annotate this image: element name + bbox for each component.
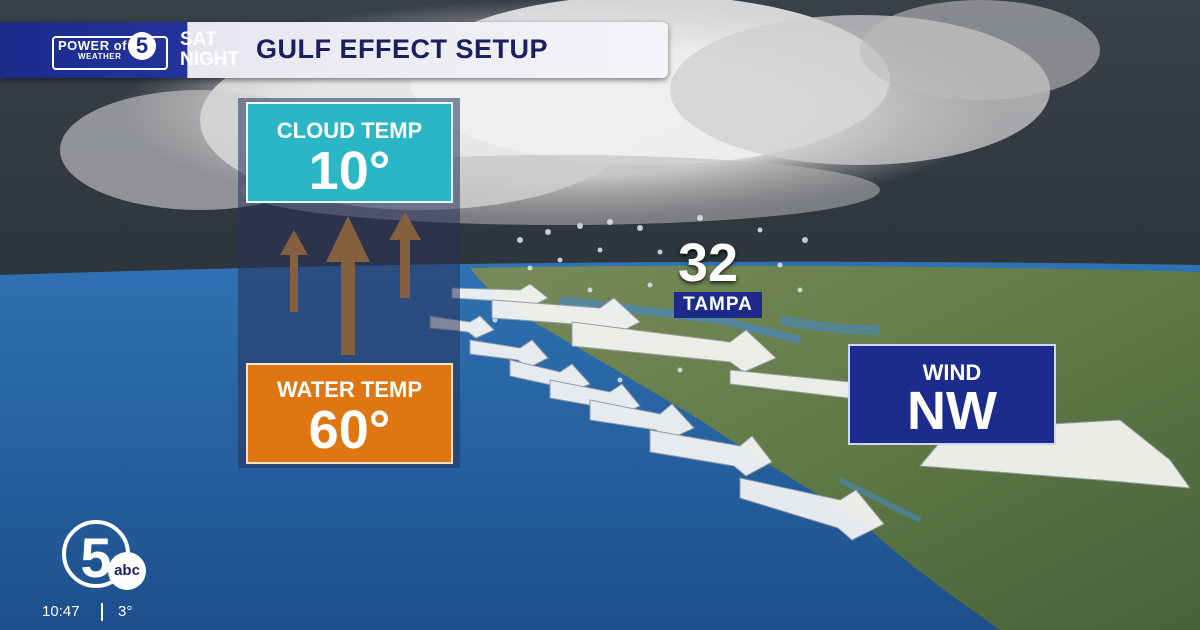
- forecast-day-line2: NIGHT: [180, 49, 240, 70]
- wind-label: WIND: [922, 360, 982, 385]
- power-of-weather-logo: [52, 36, 168, 70]
- cloud-temp-value: 10°: [308, 141, 391, 201]
- water-temp-value: 60°: [308, 400, 391, 460]
- cloud-temp-box: CLOUD TEMP 10°: [246, 102, 453, 203]
- abc-logo: abc: [108, 552, 146, 590]
- snowflakes: [492, 215, 808, 383]
- wind-direction: NW: [907, 381, 997, 441]
- wind-box: WIND NW: [848, 344, 1056, 445]
- water-temp-label: WATER TEMP: [276, 377, 423, 402]
- forecast-day-line1: SAT: [180, 29, 217, 50]
- graphic-title: GULF EFFECT SETUP: [256, 34, 548, 64]
- city-temperature: 32: [678, 233, 739, 293]
- water-temp-box: WATER TEMP 60°: [246, 363, 453, 464]
- current-temperature: 3°: [118, 603, 133, 620]
- city-label: TAMPA: [674, 292, 762, 318]
- cloud-temp-label: CLOUD TEMP: [276, 118, 423, 143]
- clock-time: 10:47: [42, 603, 80, 620]
- logo-five-icon: 5: [128, 32, 156, 60]
- logo-power-text: POWER of: [58, 38, 127, 53]
- clock-separator: [101, 603, 103, 621]
- logo-weather-text: WEATHER: [78, 52, 122, 61]
- forecast-day: SAT NIGHT: [180, 30, 239, 70]
